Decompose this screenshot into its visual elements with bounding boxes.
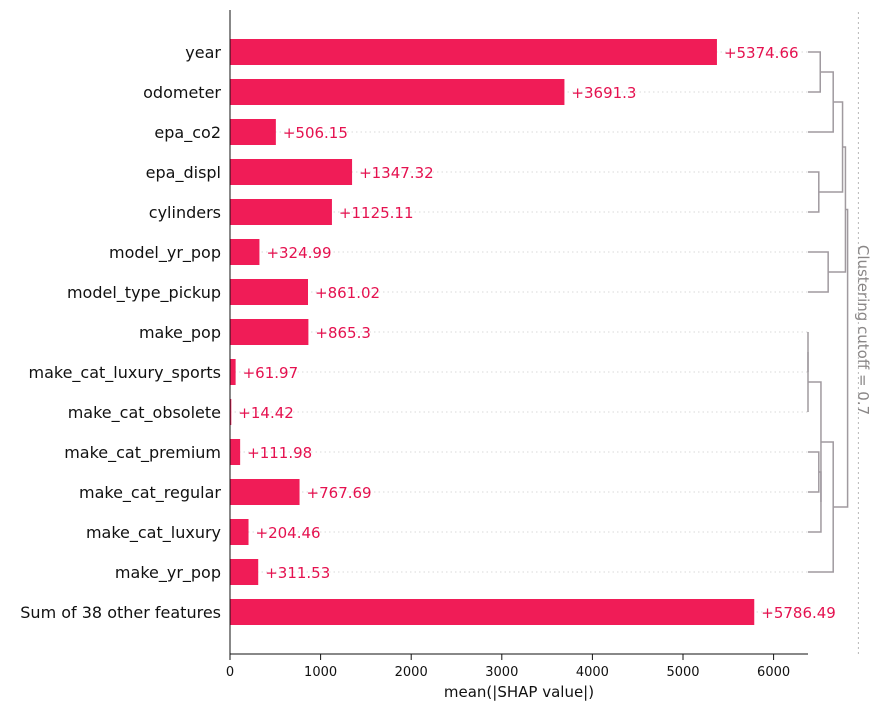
bar-cylinders	[230, 199, 332, 225]
feature-label: make_pop	[139, 323, 221, 343]
bar-model-yr-pop	[230, 239, 260, 265]
feature-label: cylinders	[149, 203, 221, 222]
x-tick-label: 6000	[757, 665, 790, 680]
feature-label: year	[185, 43, 221, 62]
dendrogram-link	[808, 381, 822, 502]
bar-make-cat-regular	[230, 479, 300, 505]
bar-odometer	[230, 79, 565, 105]
bar-make-cat-luxury	[230, 519, 249, 545]
feature-label: epa_displ	[146, 163, 221, 183]
feature-label: make_cat_premium	[64, 443, 221, 463]
dendrogram-link	[818, 101, 844, 193]
bar-make-cat-premium	[230, 439, 241, 465]
feature-label: Sum of 38 other features	[20, 603, 221, 622]
feature-label: make_cat_luxury	[86, 523, 221, 543]
value-label: +311.53	[265, 564, 330, 582]
value-label: +767.69	[307, 484, 372, 502]
value-label: +111.98	[247, 444, 312, 462]
value-label: +324.99	[266, 244, 331, 262]
feature-label: epa_co2	[154, 123, 221, 143]
feature-label: model_type_pickup	[67, 283, 221, 303]
x-tick-label: 1000	[304, 665, 337, 680]
x-tick-label: 3000	[485, 665, 518, 680]
value-label: +3691.3	[571, 84, 636, 102]
x-tick-label: 2000	[395, 665, 428, 680]
value-label: +861.02	[315, 284, 380, 302]
bar-year	[230, 39, 717, 65]
dendrogram-link	[808, 251, 829, 293]
value-label: +865.3	[315, 324, 371, 342]
bar-make-cat-obsolete	[230, 399, 232, 425]
value-label: +1347.32	[359, 164, 434, 182]
dendrogram-link	[808, 51, 821, 93]
feature-label: model_yr_pop	[109, 243, 221, 263]
bar-model-type-pickup	[230, 279, 309, 305]
bar-make-yr-pop	[230, 559, 259, 585]
dendrogram-link	[833, 208, 849, 508]
value-label: +204.46	[256, 524, 321, 542]
x-axis-title: mean(|SHAP value|)	[444, 683, 594, 701]
value-label: +5786.49	[761, 604, 836, 622]
bar-make-cat-luxury-sports	[230, 359, 236, 385]
x-tick-label: 0	[226, 665, 234, 680]
value-label: +506.15	[283, 124, 348, 142]
value-label: +5374.66	[724, 44, 799, 62]
bar-epa-co2	[230, 119, 276, 145]
x-tick-label: 4000	[576, 665, 609, 680]
clustering-cutoff-label: Clustering cutoff = 0.7	[854, 245, 872, 415]
value-label: +14.42	[238, 404, 294, 422]
feature-label: make_cat_luxury_sports	[28, 363, 221, 383]
dendrogram-link	[808, 171, 820, 213]
feature-label: make_cat_regular	[79, 483, 221, 503]
dendrogram-link	[808, 451, 820, 493]
value-label: +1125.11	[339, 204, 414, 222]
feature-label: make_yr_pop	[115, 563, 221, 583]
x-tick-label: 5000	[666, 665, 699, 680]
value-label: +61.97	[243, 364, 299, 382]
bar-epa-displ	[230, 159, 353, 185]
feature-label: odometer	[143, 83, 221, 102]
feature-label: make_cat_obsolete	[68, 403, 221, 423]
bar-make-pop	[230, 319, 309, 345]
bar-sum-of-38-other-features	[230, 599, 755, 625]
